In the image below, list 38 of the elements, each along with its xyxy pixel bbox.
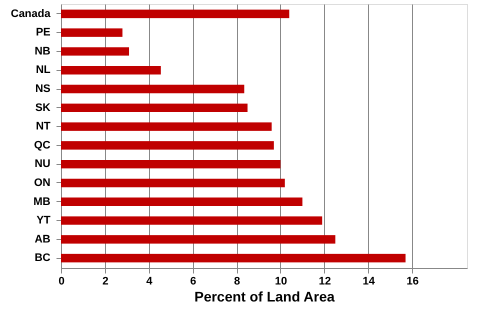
y-tick-label: NB [34, 45, 51, 58]
bar [61, 28, 122, 37]
bar [61, 216, 322, 225]
bar [61, 66, 161, 74]
x-tick-label: 16 [406, 276, 419, 288]
y-tick-label: NS [35, 83, 50, 96]
x-tick-label: 6 [190, 276, 196, 288]
y-tick-label: PE [36, 26, 50, 39]
bar [61, 141, 274, 150]
bar [61, 198, 302, 206]
y-tick-label: NU [34, 158, 51, 170]
bar [61, 254, 406, 262]
y-tick-label: ON [34, 176, 51, 189]
x-tick-label: 10 [274, 276, 288, 288]
bar [61, 178, 285, 188]
x-tick-label: 8 [234, 276, 240, 288]
bar [61, 47, 130, 56]
y-tick-label: YT [36, 214, 51, 227]
y-tick-label: MB [33, 196, 51, 208]
x-axis-title: Percent of Land Area [194, 288, 335, 304]
bar [61, 160, 280, 168]
y-tick-label: Canada [10, 8, 52, 20]
y-tick-label: QC [34, 139, 51, 152]
x-tick-label: 4 [146, 276, 154, 288]
bar [61, 122, 272, 131]
y-tick-label: AB [34, 233, 51, 246]
bar [61, 235, 336, 244]
y-tick-label: NL [36, 64, 51, 76]
bar [61, 84, 244, 94]
x-tick-label: 14 [362, 276, 376, 288]
x-tick-label: 2 [102, 276, 108, 288]
x-tick-label: 0 [58, 276, 65, 288]
x-tick-label: 12 [318, 276, 331, 288]
bar [61, 104, 248, 112]
bar [61, 10, 290, 18]
y-tick-label: SK [35, 102, 51, 114]
y-tick-label: NT [36, 120, 51, 133]
y-tick-label: BC [34, 252, 51, 264]
